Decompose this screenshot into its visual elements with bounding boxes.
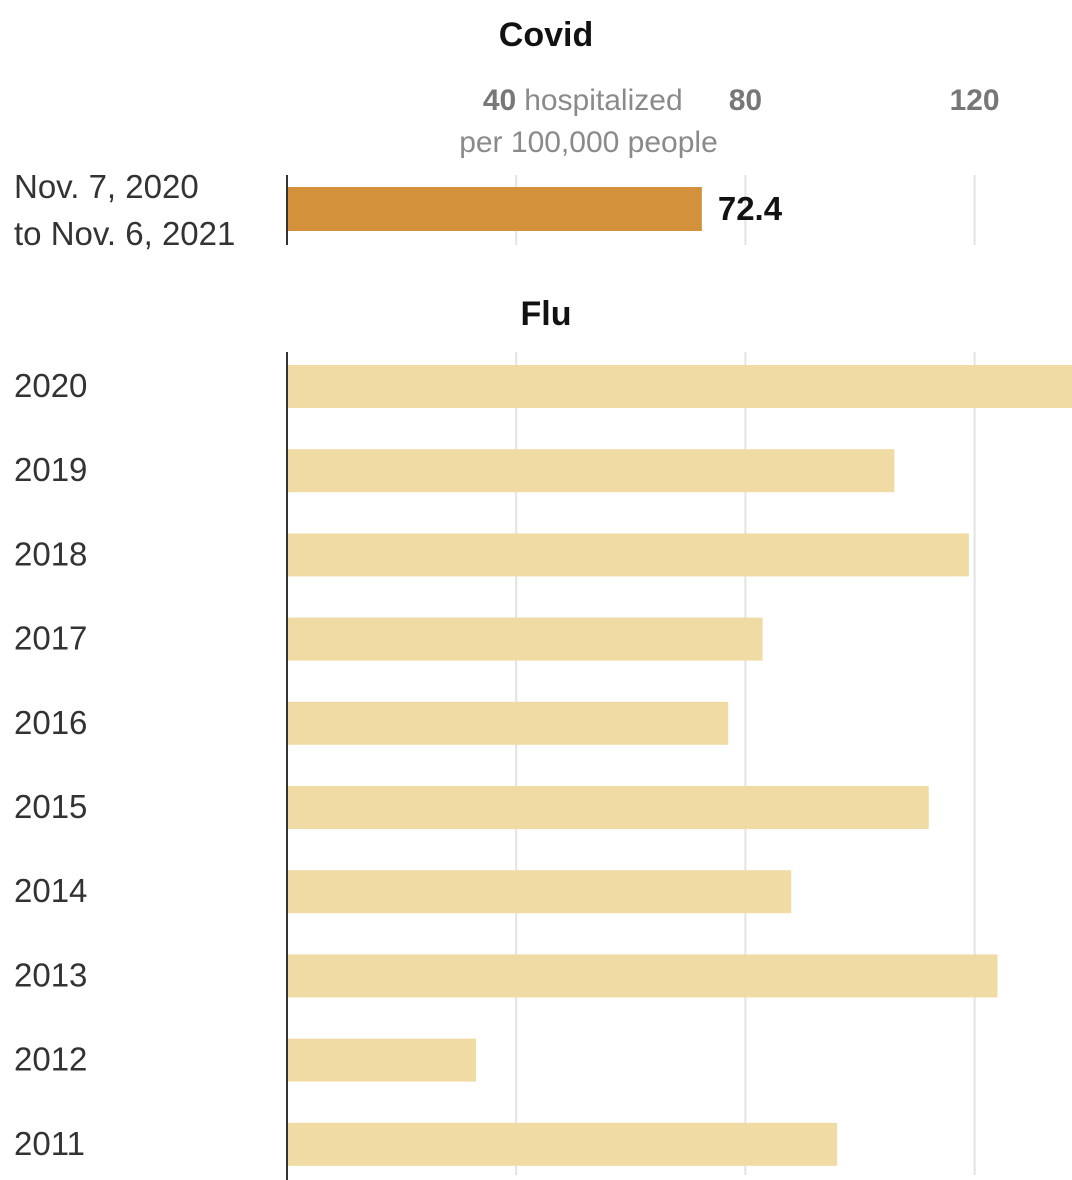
covid-title: Covid: [499, 16, 593, 54]
flu-bar-2019: [287, 449, 895, 493]
flu-panel: Flu 2020 2019 2018 2017 2016 2015 2014 2013 2012…: [14, 295, 1072, 1166]
flu-bar-2011: [287, 1122, 838, 1166]
flu-row-label-2018: 2018: [14, 535, 87, 572]
flu-title: Flu: [521, 295, 572, 333]
flu-bar-2020: [287, 365, 1072, 408]
flu-row-label-2016: 2016: [14, 704, 87, 741]
flu-row-label-2015: 2015: [14, 788, 87, 825]
flu-bar-2014: [287, 870, 792, 914]
x-tick-label: 120: [950, 84, 1000, 117]
flu-row-label-2014: 2014: [14, 872, 87, 909]
covid-row-label-line-2: to Nov. 6, 2021: [14, 215, 235, 252]
flu-row-label-2019: 2019: [14, 451, 87, 488]
flu-row-label-2012: 2012: [14, 1041, 87, 1078]
gridlines: [515, 175, 976, 1175]
flu-bar-2018: [287, 533, 969, 577]
flu-bars: 2020 2019 2018 2017 2016 2015 2014 2013 2012 2011: [14, 365, 1072, 1166]
covid-value-label: 72.4: [718, 190, 783, 227]
flu-bar-2012: [287, 1038, 477, 1082]
flu-row-label-2011: 2011: [14, 1125, 85, 1162]
x-axis-ticks: 40 hospitalized per 100,000 people 80 120: [459, 84, 999, 159]
covid-row-label-line-1: Nov. 7, 2020: [14, 168, 199, 205]
covid-bar: [287, 187, 702, 231]
x-unit-label-line-1: hospitalized: [524, 84, 682, 117]
x-tick-label: 80: [729, 84, 762, 117]
flu-bar-2013: [287, 954, 998, 998]
x-unit-label-line-2: per 100,000 people: [459, 126, 718, 159]
flu-row-label-2020: 2020: [14, 367, 87, 404]
covid-panel: Covid 40 hospitalized per 100,000 people 80…: [14, 16, 1000, 252]
flu-bar-2017: [287, 617, 763, 661]
x-tick-label: 40: [483, 84, 516, 117]
flu-row-label-2017: 2017: [14, 620, 87, 657]
flu-row-label-2013: 2013: [14, 956, 87, 993]
flu-bar-2016: [287, 701, 729, 745]
flu-bar-2015: [287, 786, 929, 829]
covid-bars: 72.4 Nov. 7, 2020 to Nov. 6, 2021: [14, 168, 783, 252]
